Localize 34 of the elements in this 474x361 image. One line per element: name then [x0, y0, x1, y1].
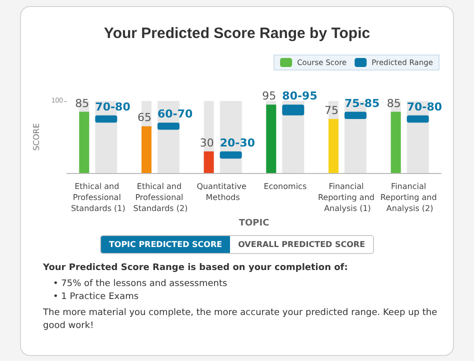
data-label: 60-70 [158, 108, 194, 121]
bar [220, 151, 242, 159]
data-label: 75-85 [344, 96, 380, 110]
data-label: 70-80 [406, 100, 442, 114]
text: Your Predicted Score Range is based on your completion of: [43, 262, 349, 275]
x-tick-label: Ethical and Professional Standards (1) [70, 182, 126, 213]
x-tick-label: Quantitative Methods [196, 182, 249, 202]
text: The more material you complete, the more accurate your predicted range. Keep up the good work! [43, 307, 438, 333]
x-tick-label: Financial Reporting and Analysis (1) [318, 182, 378, 213]
data-label: 65 [138, 111, 152, 124]
text: TOPIC PREDICTED SCORE [100, 236, 230, 253]
data-label: 70-80 [95, 100, 131, 114]
data-label: 95 [262, 90, 276, 103]
data-label: 85 [386, 96, 401, 110]
bar [406, 115, 429, 123]
data-label: 30 [200, 136, 214, 150]
x-tick-label: Economics [264, 182, 307, 191]
x-tick-label: Ethical and Professional Standards (2) [133, 182, 188, 213]
bar [282, 104, 304, 116]
bar [95, 115, 118, 123]
data-label: 75 [324, 104, 338, 117]
data-label: 85 [75, 96, 90, 110]
text: • 1 Practice Exams [53, 291, 140, 304]
bar [344, 112, 366, 119]
data-label: 80-95 [282, 90, 318, 103]
y-axis-title: SCORE [32, 123, 41, 151]
x-tick-label: Financial Reporting and Analysis (2) [380, 182, 440, 213]
bar [204, 151, 214, 173]
chart-title: Your Predicted Score Range by Topic [104, 25, 370, 42]
bar [158, 122, 180, 130]
text: OVERALL PREDICTED SCORE [230, 236, 374, 253]
data-label: 20-30 [220, 136, 256, 150]
x-axis-title: TOPIC [238, 218, 270, 228]
text: • 75% of the lessons and assessments [53, 278, 228, 291]
